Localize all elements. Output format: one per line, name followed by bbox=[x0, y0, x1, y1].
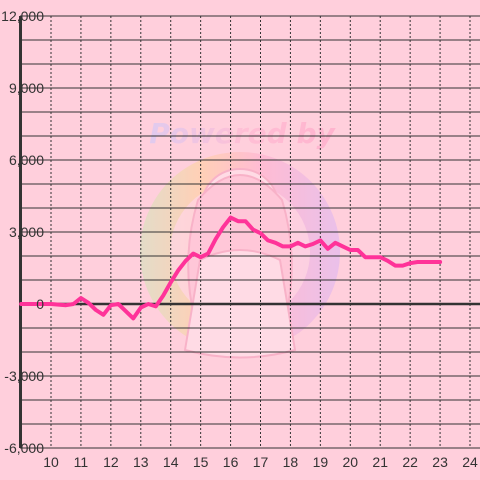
axes bbox=[19, 16, 480, 448]
y-tick-label: 9,000 bbox=[9, 80, 44, 96]
y-tick-label: 0 bbox=[36, 296, 44, 312]
watermark: Powered by bbox=[140, 117, 340, 359]
x-tick-label: 21 bbox=[372, 454, 388, 470]
x-tick-label: 14 bbox=[163, 454, 179, 470]
x-tick-label: 23 bbox=[432, 454, 448, 470]
y-tick-label: 6,000 bbox=[9, 152, 44, 168]
x-tick-label: 19 bbox=[313, 454, 329, 470]
x-tick-label: 22 bbox=[402, 454, 418, 470]
series-layer bbox=[19, 215, 443, 321]
x-tick-label: 10 bbox=[43, 454, 59, 470]
x-tick-label: 11 bbox=[74, 454, 89, 470]
x-tick-label: 15 bbox=[193, 454, 209, 470]
y-tick-label: 3,000 bbox=[9, 224, 44, 240]
y-tick-label: -3,000 bbox=[4, 368, 44, 384]
x-tick-label: 12 bbox=[103, 454, 119, 470]
x-tick-label: 20 bbox=[342, 454, 358, 470]
x-tick-label: 18 bbox=[283, 454, 299, 470]
y-tick-label: -6,000 bbox=[4, 440, 44, 456]
x-tick-label: 13 bbox=[133, 454, 149, 470]
tick-labels: -6,000 -3,000 0 3,000 6,000 9,000 12,000 10 11 12… bbox=[1, 8, 478, 470]
x-tick-label: 16 bbox=[223, 454, 239, 470]
y-tick-label: 12,000 bbox=[1, 8, 44, 24]
x-tick-label: 17 bbox=[253, 454, 269, 470]
x-tick-label: 24 bbox=[462, 454, 478, 470]
grid bbox=[20, 15, 480, 449]
watermark-text: Powered by bbox=[149, 117, 336, 150]
series-line bbox=[19, 215, 443, 321]
